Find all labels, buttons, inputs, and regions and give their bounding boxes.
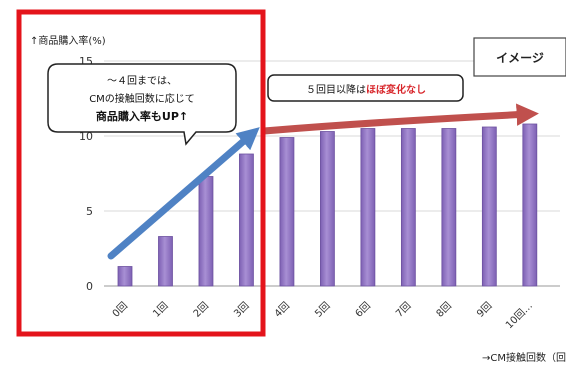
rising-trend-arrow	[107, 127, 260, 260]
bar-0回	[117, 266, 133, 287]
x-tick-label: 10回…	[503, 300, 535, 332]
bar-5回	[320, 131, 335, 287]
x-tick-label: 6回	[353, 300, 373, 320]
bar-6回	[360, 128, 376, 287]
x-tick-label: 1回	[151, 300, 171, 320]
left-callout-line2: CMの接触回数に応じて	[89, 92, 195, 105]
right-callout: ５回目以降はほぼ変化なし	[267, 74, 464, 102]
left-callout: ～４回までは、 CMの接触回数に応じて 商品購入率もUP↑	[47, 63, 237, 146]
x-tick-label: 0回	[110, 300, 130, 320]
bar-3回	[239, 153, 254, 287]
flat-trend-arrow	[260, 103, 539, 135]
right-callout-text: ５回目以降はほぼ変化なし	[306, 83, 426, 96]
x-tick-label: 9回	[474, 300, 494, 320]
x-tick-label: 8回	[434, 300, 454, 320]
bar-8回	[441, 128, 457, 287]
image-badge-label: イメージ	[496, 51, 544, 65]
left-callout-line3: 商品購入率もUP↑	[96, 109, 188, 123]
x-axis-title: →CM接触回数（回	[482, 351, 566, 364]
x-tick-label: 3回	[232, 300, 252, 320]
bar-9回	[481, 126, 497, 287]
bar-10回…	[522, 123, 538, 287]
bar-2回	[198, 176, 214, 287]
y-tick-label: 10	[79, 130, 93, 143]
y-axis-title: ↑商品購入率(%)	[30, 34, 106, 47]
bar-series	[117, 123, 538, 287]
left-callout-line1: ～４回までは、	[107, 75, 177, 87]
x-tick-label: 2回	[191, 300, 211, 320]
y-tick-label: 5	[86, 205, 93, 218]
highlight-frame	[16, 9, 266, 337]
bar-4回	[279, 137, 295, 287]
x-tick-label: 4回	[272, 300, 292, 320]
bar-7回	[400, 128, 416, 287]
x-tick-label: 7回	[393, 300, 413, 320]
right-callout-emphasis: ほぼ変化なし	[366, 83, 426, 96]
bar-1回	[158, 236, 173, 287]
image-badge: イメージ	[473, 37, 566, 77]
x-tick-label: 5回	[312, 300, 332, 320]
y-tick-label: 0	[86, 280, 93, 293]
x-ticks: 0回 1回 2回 3回 4回 5回 6回 7回 8回 9回 10回…	[110, 300, 535, 332]
right-callout-prefix: ５回目以降は	[306, 83, 366, 96]
